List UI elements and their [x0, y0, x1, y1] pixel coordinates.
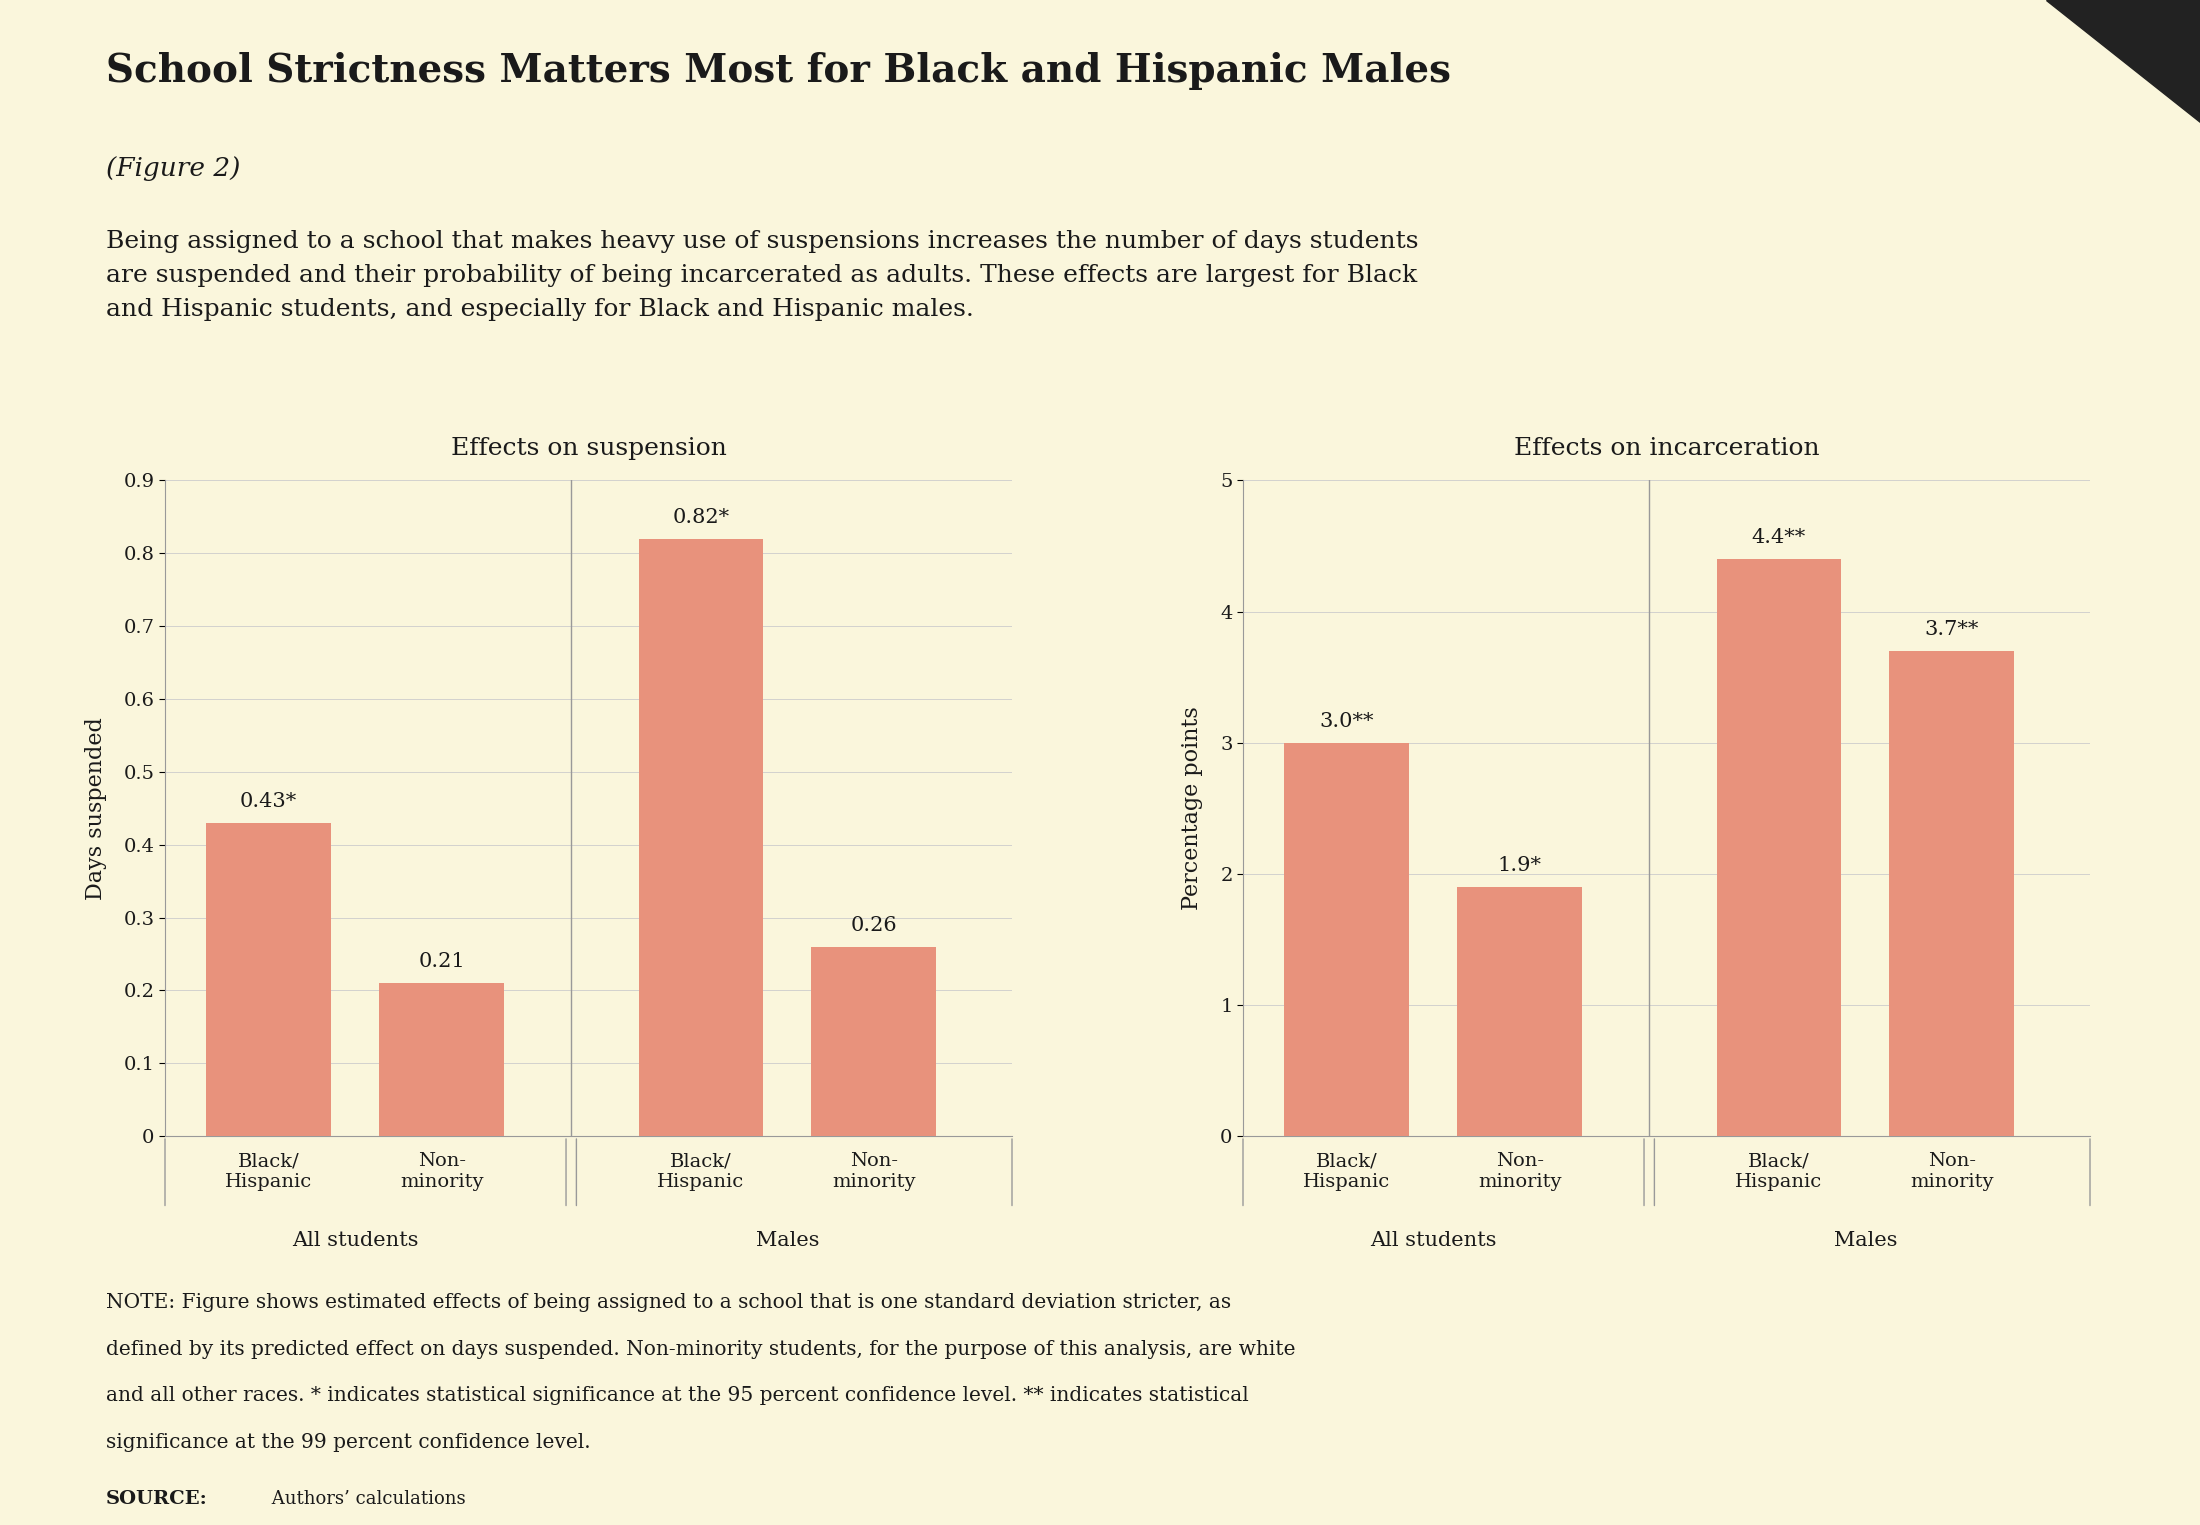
Text: significance at the 99 percent confidence level.: significance at the 99 percent confidenc…: [106, 1434, 590, 1452]
Bar: [1890, 651, 2013, 1136]
Bar: [1456, 888, 1582, 1136]
Text: 1.9*: 1.9*: [1498, 856, 1542, 875]
Text: NOTE: Figure shows estimated effects of being assigned to a school that is one s: NOTE: Figure shows estimated effects of …: [106, 1293, 1230, 1312]
Text: Males: Males: [755, 1231, 818, 1249]
Bar: [812, 947, 935, 1136]
Text: 0.43*: 0.43*: [240, 791, 297, 811]
Bar: [207, 824, 330, 1136]
Text: 3.7**: 3.7**: [1925, 621, 1980, 639]
Text: 0.21: 0.21: [418, 952, 464, 971]
Bar: [1716, 560, 1841, 1136]
Text: defined by its predicted effect on days suspended. Non-minority students, for th: defined by its predicted effect on days …: [106, 1339, 1296, 1359]
Bar: [1285, 743, 1408, 1136]
Text: Being assigned to a school that makes heavy use of suspensions increases the num: Being assigned to a school that makes he…: [106, 230, 1419, 320]
Text: 4.4**: 4.4**: [1751, 528, 1806, 547]
Text: All students: All students: [1371, 1231, 1496, 1249]
Y-axis label: Days suspended: Days suspended: [86, 717, 108, 900]
Text: School Strictness Matters Most for Black and Hispanic Males: School Strictness Matters Most for Black…: [106, 52, 1450, 90]
Title: Effects on suspension: Effects on suspension: [451, 438, 726, 461]
Text: 0.82*: 0.82*: [673, 508, 730, 526]
Bar: [638, 538, 763, 1136]
Text: Males: Males: [1833, 1231, 1896, 1249]
Text: 0.26: 0.26: [851, 917, 898, 935]
Text: SOURCE:: SOURCE:: [106, 1490, 207, 1508]
Text: Authors’ calculations: Authors’ calculations: [266, 1490, 466, 1508]
Polygon shape: [2046, 0, 2200, 122]
Text: (Figure 2): (Figure 2): [106, 157, 240, 181]
Bar: [378, 984, 504, 1136]
Text: All students: All students: [293, 1231, 418, 1249]
Text: and all other races. * indicates statistical significance at the 95 percent conf: and all other races. * indicates statist…: [106, 1386, 1247, 1405]
Y-axis label: Percentage points: Percentage points: [1181, 706, 1203, 910]
Title: Effects on incarceration: Effects on incarceration: [1514, 438, 1819, 461]
Text: 3.0**: 3.0**: [1320, 712, 1375, 730]
